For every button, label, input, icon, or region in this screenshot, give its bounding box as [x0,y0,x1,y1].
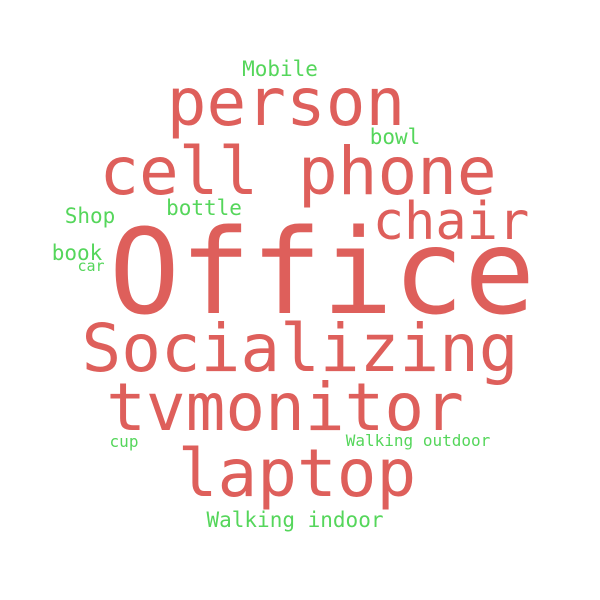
word-chair: chair [373,192,530,252]
word-walking-indoor: Walking indoor [206,508,383,532]
word-socializing: Socializing [81,310,518,387]
word-person: person [167,64,405,141]
word-mobile: Mobile [242,57,318,81]
word-shop: Shop [65,204,116,228]
word-cell-phone: cell phone [99,133,496,210]
word-cup: cup [110,432,139,451]
word-office: Office [109,203,535,341]
word-tvmonitor: tvmonitor [106,369,464,446]
word-bottle: bottle [166,196,242,220]
word-car: car [77,257,104,275]
word-walking-outdoor: Walking outdoor [346,431,491,450]
word-bowl: bowl [370,125,421,149]
word-laptop: laptop [178,435,416,512]
word-book: book [52,241,103,265]
